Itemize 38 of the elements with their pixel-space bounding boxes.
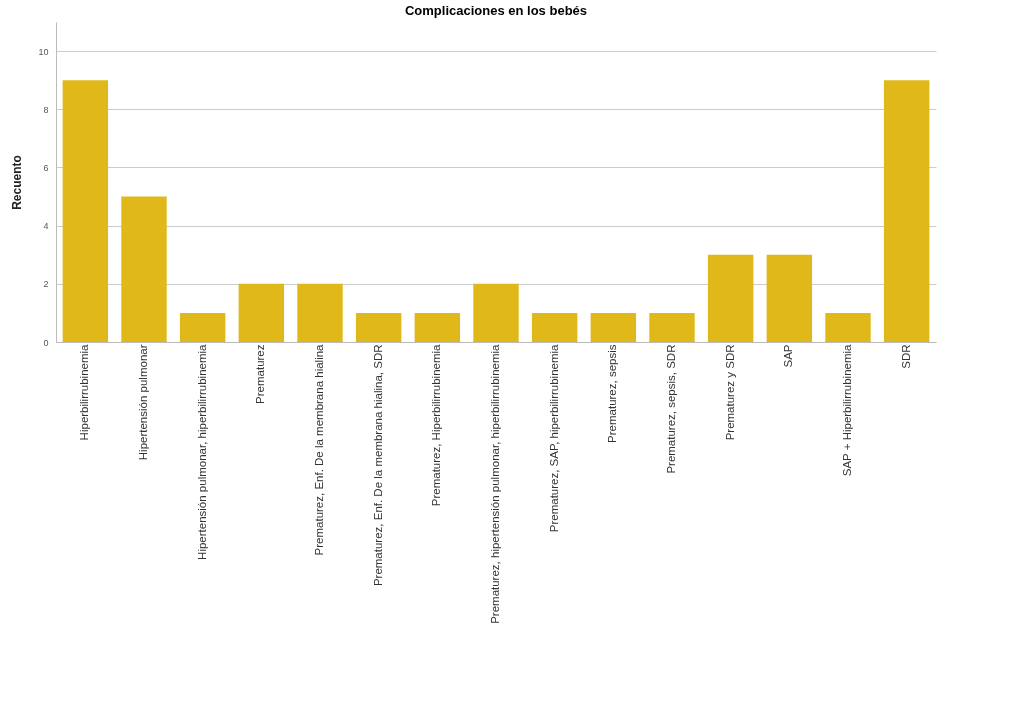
- bar: [414, 312, 461, 342]
- bar: [238, 283, 285, 342]
- bar: [649, 312, 695, 342]
- y-tick-label: 4: [43, 221, 49, 232]
- bar: [707, 254, 754, 342]
- bar: [590, 312, 637, 342]
- bar: [883, 80, 930, 342]
- bar: [766, 254, 813, 342]
- y-tick-label: 8: [43, 104, 49, 115]
- x-tick-label: Hipertensión pulmonar: [137, 344, 149, 461]
- bar: [825, 312, 871, 342]
- y-tick-label: 10: [38, 46, 49, 57]
- x-tick-label: Prematurez, SAP, hiperbilirrubinemia: [547, 343, 560, 533]
- x-tick-label: Prematurez: [254, 344, 267, 404]
- x-tick-label: Prematurez, sepsis: [606, 344, 619, 443]
- y-axis-title: Recuento: [10, 155, 25, 210]
- x-tick-label: Prematurez y SDR: [723, 344, 736, 441]
- bar: [121, 196, 167, 342]
- x-tick-label: SDR: [899, 344, 912, 369]
- y-tick-label: 6: [43, 162, 49, 173]
- x-tick-label: Hipertensión pulmonar, hiperbilirrubinemia: [195, 343, 208, 560]
- bar: [355, 312, 402, 342]
- y-tick-label: 2: [43, 279, 49, 290]
- chart-title: Complicaciones en los bebés: [404, 3, 588, 18]
- x-tick-label: Prematurez, Hiperbilirrubinemia: [430, 343, 443, 507]
- bar: [179, 312, 226, 342]
- x-tick-label: SAP + Hiperbilirrubinemia: [841, 343, 853, 477]
- bar: [297, 283, 343, 342]
- bar: [473, 283, 519, 342]
- bar: [62, 80, 109, 342]
- bar: [531, 312, 578, 342]
- x-tick-label: Prematurez, sepsis, SDR: [665, 344, 677, 474]
- x-tick-label: Prematurez, Enf. De la membrana hialina: [313, 343, 325, 556]
- x-tick-label: SAP: [782, 344, 795, 368]
- x-tick-label: Prematurez, Enf. De la membrana hialina, SDR: [371, 344, 384, 587]
- x-tick-label: Prematurez, hipertensión pulmonar, hiperbilirrubinemia: [489, 343, 501, 624]
- x-tick-label: Hiperbilirrubinemia: [78, 343, 91, 441]
- y-tick-label: 0: [43, 337, 49, 348]
